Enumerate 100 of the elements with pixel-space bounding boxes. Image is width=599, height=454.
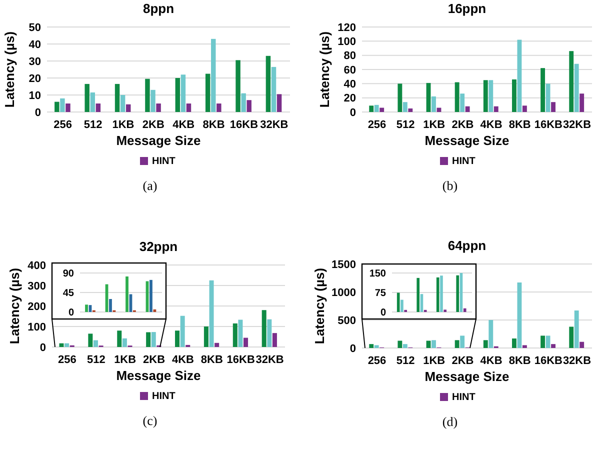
bar: [126, 104, 131, 112]
bar: [517, 40, 522, 112]
text: (d): [442, 414, 458, 429]
bar: [454, 82, 460, 112]
bar: [374, 345, 379, 348]
x-tick-label: 4KB: [480, 119, 502, 131]
text: (c): [142, 413, 158, 428]
y-tick-label: 75: [374, 288, 386, 299]
bar: [369, 344, 374, 348]
bar: [109, 299, 112, 312]
bar: [180, 74, 186, 112]
bar: [460, 94, 465, 112]
bar: [540, 68, 546, 112]
y-tick-label: 40: [344, 78, 356, 91]
bar: [488, 320, 494, 348]
bar: [374, 104, 379, 112]
bar: [512, 338, 516, 348]
y-tick-label: 100: [338, 36, 356, 48]
bar: [88, 334, 93, 347]
legend-label: HINT: [452, 392, 476, 403]
bar: [150, 90, 156, 112]
y-tick-label: 1000: [332, 286, 356, 299]
bar: [551, 344, 556, 348]
bar: [432, 340, 436, 348]
x-tick-label: 256: [54, 119, 72, 131]
y-tick-label: 400: [28, 260, 46, 272]
bar: [426, 340, 431, 348]
bar: [85, 304, 88, 312]
bar: [241, 93, 246, 112]
chart-title: 32ppn: [139, 239, 178, 254]
bar: [402, 344, 408, 348]
bar: [460, 336, 465, 348]
bar: [209, 280, 214, 347]
x-tick-label: 256: [368, 355, 386, 367]
bar: [465, 106, 470, 112]
y-tick-label: 200: [28, 300, 46, 313]
bar: [236, 60, 240, 112]
bar: [396, 292, 400, 312]
x-axis-title: Message Size: [424, 369, 510, 384]
y-tick-label: 100: [28, 321, 46, 334]
bar: [456, 275, 460, 312]
bar: [574, 310, 579, 348]
x-tick-label: 32KB: [562, 355, 592, 367]
bar: [483, 80, 488, 112]
bar: [126, 276, 128, 312]
y-tick-label: 300: [28, 280, 46, 292]
x-tick-label: 4KB: [480, 355, 502, 367]
bar: [214, 342, 220, 347]
bar: [60, 98, 65, 112]
y-tick-label: 500: [338, 314, 356, 327]
x-tick-label: 1KB: [114, 354, 136, 366]
bar: [175, 78, 180, 112]
y-axis-title: Latency (µs): [7, 268, 22, 344]
bar: [120, 95, 126, 112]
bar: [156, 104, 161, 112]
bar: [580, 342, 584, 348]
bar: [546, 84, 550, 112]
y-tick-label: 0: [34, 106, 41, 119]
x-tick-label: 4KB: [172, 119, 195, 131]
x-tick-label: 32KB: [260, 119, 288, 131]
y-tick-label: 150: [369, 268, 386, 280]
y-tick-label: 50: [28, 22, 41, 34]
y-tick-label: 45: [62, 288, 74, 299]
y-tick-label: 0: [350, 106, 356, 119]
bar: [488, 80, 494, 112]
x-tick-label: 16KB: [534, 355, 563, 367]
chart-title: 64ppn: [448, 238, 486, 253]
x-tick-label: 512: [86, 354, 106, 366]
x-tick-label: 256: [368, 119, 386, 131]
bar: [517, 282, 522, 348]
x-tick-label: 4KB: [172, 354, 194, 366]
bar: [246, 100, 252, 112]
bar: [54, 102, 60, 112]
bar: [426, 82, 431, 112]
bar: [205, 74, 210, 112]
bar: [400, 300, 404, 312]
bar: [186, 104, 192, 112]
y-tick-label: 120: [338, 22, 356, 34]
bar: [416, 278, 420, 312]
y-tick-label: 40: [28, 38, 41, 51]
y-tick-label: 30: [28, 56, 41, 68]
bar: [436, 277, 440, 312]
bar: [145, 78, 150, 112]
bar: [369, 106, 374, 112]
y-axis-title: Latency (µs): [317, 31, 332, 108]
bar: [59, 343, 64, 347]
bar: [463, 308, 466, 312]
bar: [408, 108, 413, 112]
y-tick-label: 10: [28, 90, 41, 102]
bar: [96, 104, 101, 112]
x-axis-title: Message Size: [116, 133, 201, 148]
x-tick-label: 8KB: [202, 119, 225, 131]
legend-label: HINT: [452, 156, 476, 167]
text: (a): [142, 178, 158, 193]
bar: [272, 333, 277, 347]
x-tick-label: 2KB: [452, 119, 474, 131]
chart-title: 8ppn: [142, 1, 174, 16]
y-tick-label: 0: [380, 308, 386, 318]
bar: [175, 330, 180, 347]
bar: [64, 343, 70, 347]
